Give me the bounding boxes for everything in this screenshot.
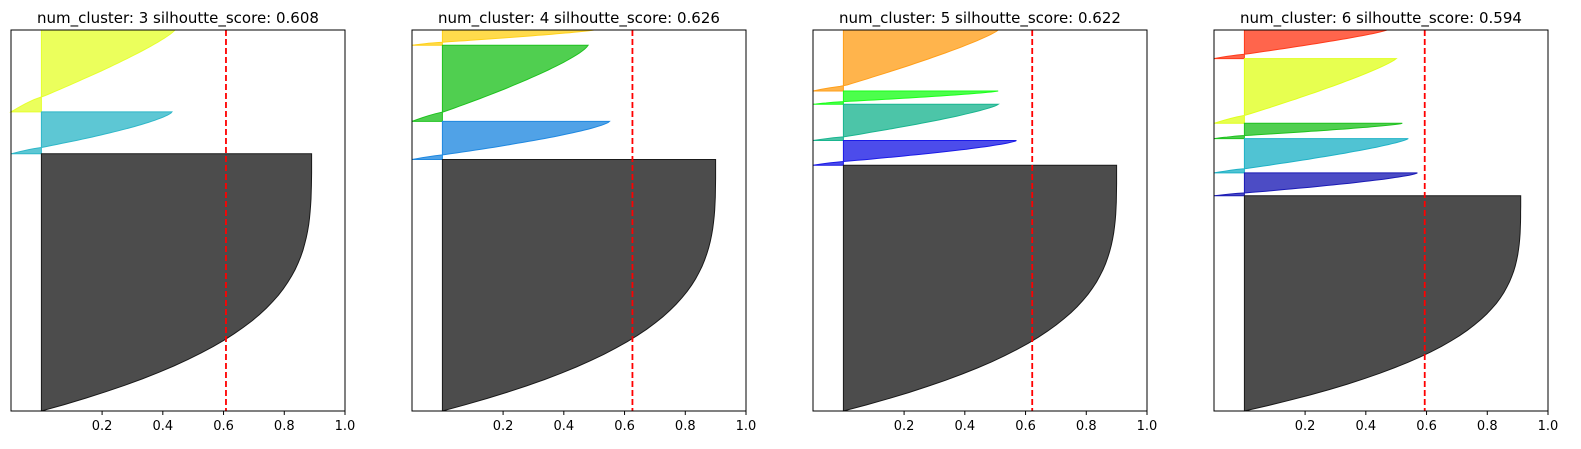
cluster-5-silhouette bbox=[1213, 172, 1418, 197]
axes-frame bbox=[1213, 29, 1549, 412]
x-tick-label: 0.8 bbox=[1076, 419, 1097, 434]
x-tick-label: 0.6 bbox=[614, 419, 635, 434]
cluster-1-silhouette bbox=[812, 29, 1000, 92]
silhouette-panel-1: 0.2 0.4 0.6 0.8 1.0 num_cluster: 3 silhoutte_… bbox=[9, 9, 356, 434]
x-tick-label: 0.8 bbox=[1477, 419, 1498, 434]
axes-frame bbox=[411, 29, 747, 412]
cluster-2-silhouette bbox=[812, 90, 999, 105]
cluster-1-silhouette bbox=[411, 29, 595, 46]
x-tick-label: 0.8 bbox=[675, 419, 696, 434]
cluster-3-silhouette bbox=[411, 120, 611, 160]
cluster-2-silhouette bbox=[411, 44, 590, 122]
x-tick-label: 0.4 bbox=[152, 419, 173, 434]
axes-frame bbox=[10, 29, 346, 412]
axes-frame bbox=[812, 29, 1148, 412]
x-tick-label: 0.4 bbox=[1355, 419, 1376, 434]
x-tick-label: 0.6 bbox=[1416, 419, 1437, 434]
x-tick-label: 1.0 bbox=[335, 419, 356, 434]
x-tick-label: 0.2 bbox=[894, 419, 915, 434]
x-tick-label: 0.2 bbox=[1295, 419, 1316, 434]
x-tick-label: 1.0 bbox=[736, 419, 757, 434]
x-tick-label: 0.4 bbox=[553, 419, 574, 434]
cluster-4-silhouette bbox=[441, 159, 717, 412]
cluster-4-silhouette bbox=[812, 140, 1017, 166]
cluster-2-silhouette bbox=[10, 111, 173, 155]
x-tick-label: 0.2 bbox=[493, 419, 514, 434]
silhouette-panel-3: 0.2 0.4 0.6 0.8 1.0 num_cluster: 5 silhoutte_… bbox=[812, 9, 1158, 434]
x-tick-label: 0.4 bbox=[954, 419, 975, 434]
x-tick-label: 1.0 bbox=[1137, 419, 1158, 434]
cluster-3-silhouette bbox=[1213, 122, 1403, 140]
panel-title: num_cluster: 5 silhoutte_score: 0.622 bbox=[839, 9, 1121, 28]
cluster-5-silhouette bbox=[842, 164, 1118, 412]
cluster-2-silhouette bbox=[1213, 58, 1398, 124]
silhouette-panel-2: 0.2 0.4 0.6 0.8 1.0 num_cluster: 4 silhoutte_… bbox=[411, 9, 757, 434]
panel-title: num_cluster: 3 silhoutte_score: 0.608 bbox=[37, 9, 319, 28]
x-tick-label: 0.6 bbox=[1015, 419, 1036, 434]
x-tick-label: 0.6 bbox=[213, 419, 234, 434]
cluster-3-silhouette bbox=[40, 153, 313, 412]
cluster-4-silhouette bbox=[1213, 138, 1409, 174]
x-tick-label: 1.0 bbox=[1538, 419, 1559, 434]
x-tick-label: 0.2 bbox=[92, 419, 113, 434]
cluster-1-silhouette bbox=[1213, 29, 1388, 60]
cluster-6-silhouette bbox=[1243, 195, 1522, 412]
cluster-1-silhouette bbox=[9, 29, 177, 113]
panel-title: num_cluster: 4 silhoutte_score: 0.626 bbox=[438, 9, 720, 28]
panel-title: num_cluster: 6 silhoutte_score: 0.594 bbox=[1240, 9, 1522, 28]
cluster-3-silhouette bbox=[812, 103, 1000, 141]
x-tick-label: 0.8 bbox=[274, 419, 295, 434]
silhouette-panel-4: 0.2 0.4 0.6 0.8 1.0 num_cluster: 6 silhoutte_… bbox=[1213, 9, 1559, 434]
